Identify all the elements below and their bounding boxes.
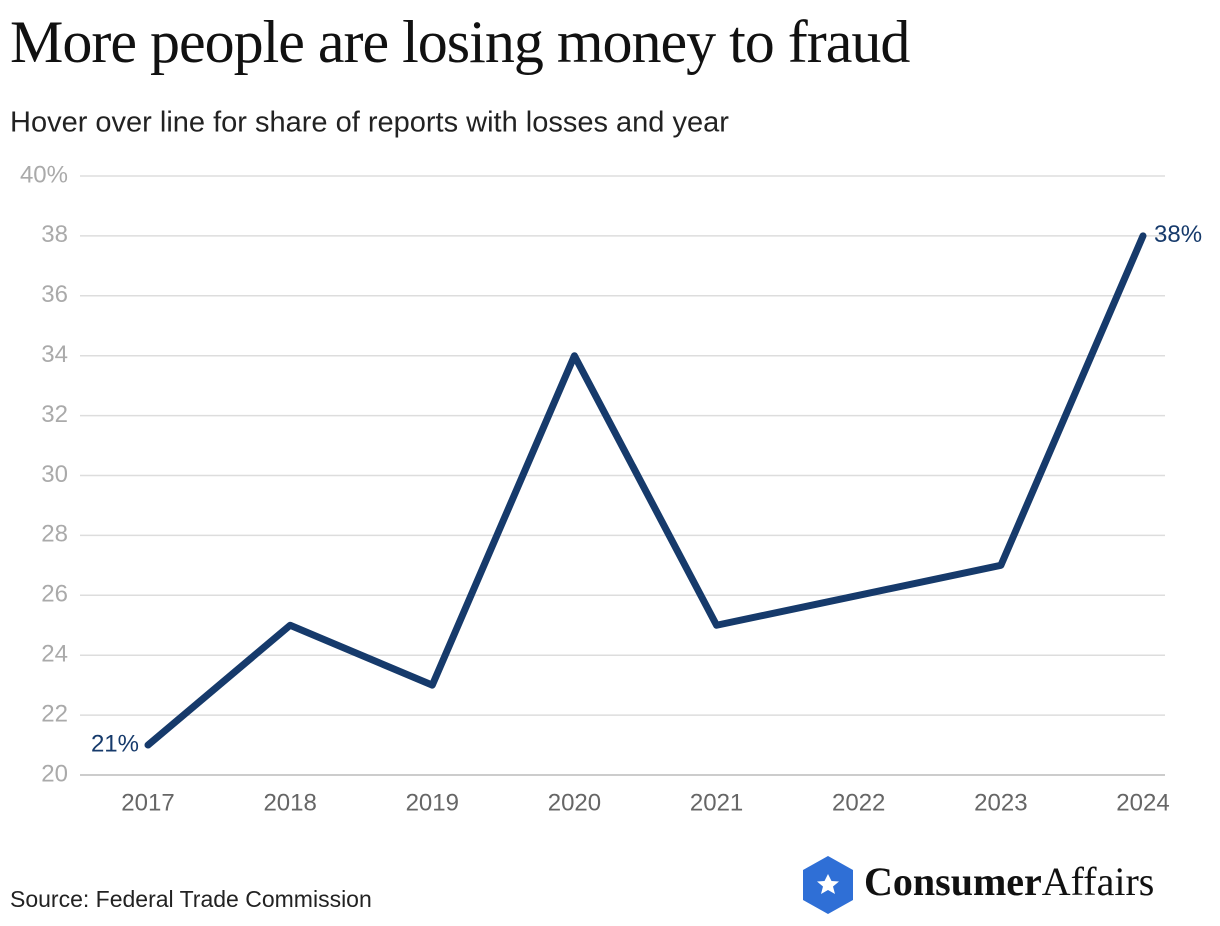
y-tick-label: 28 — [41, 521, 68, 548]
data-label: 21% — [91, 730, 139, 757]
chart-subtitle: Hover over line for share of reports wit… — [10, 107, 729, 139]
source: Source: Federal Trade Commission — [10, 886, 372, 912]
y-tick-label: 38 — [41, 221, 68, 248]
logo-text: ConsumerAffairs — [864, 859, 1154, 904]
y-tick-label: 36 — [41, 281, 68, 308]
logo: ConsumerAffairs — [803, 856, 1154, 914]
data-label: 38% — [1154, 221, 1202, 248]
line — [144, 232, 1147, 749]
chart-title: More people are losing money to fraud — [10, 9, 910, 75]
logo-bold: Consumer — [864, 859, 1042, 904]
y-tick-label: 20 — [41, 760, 68, 787]
y-tick-label: 40% — [20, 161, 68, 188]
x-tick-label: 2017 — [121, 789, 174, 816]
x-tick-label: 2020 — [548, 789, 601, 816]
y-tick-label: 32 — [41, 401, 68, 428]
logo-regular: Affairs — [1042, 859, 1155, 904]
x-tick-label: 2024 — [1116, 789, 1169, 816]
y-tick-label: 30 — [41, 461, 68, 488]
x-tick-label: 2019 — [406, 789, 459, 816]
x-tick-label: 2023 — [974, 789, 1027, 816]
x-tick-label: 2018 — [263, 789, 316, 816]
logo-star — [817, 874, 839, 894]
x-tick-label: 2021 — [690, 789, 743, 816]
y-tick-label: 34 — [41, 341, 68, 368]
y-tick-label: 26 — [41, 581, 68, 608]
y-tick-label: 22 — [41, 700, 68, 727]
y-tick-label: 24 — [41, 641, 68, 668]
x-tick-label: 2022 — [832, 789, 885, 816]
